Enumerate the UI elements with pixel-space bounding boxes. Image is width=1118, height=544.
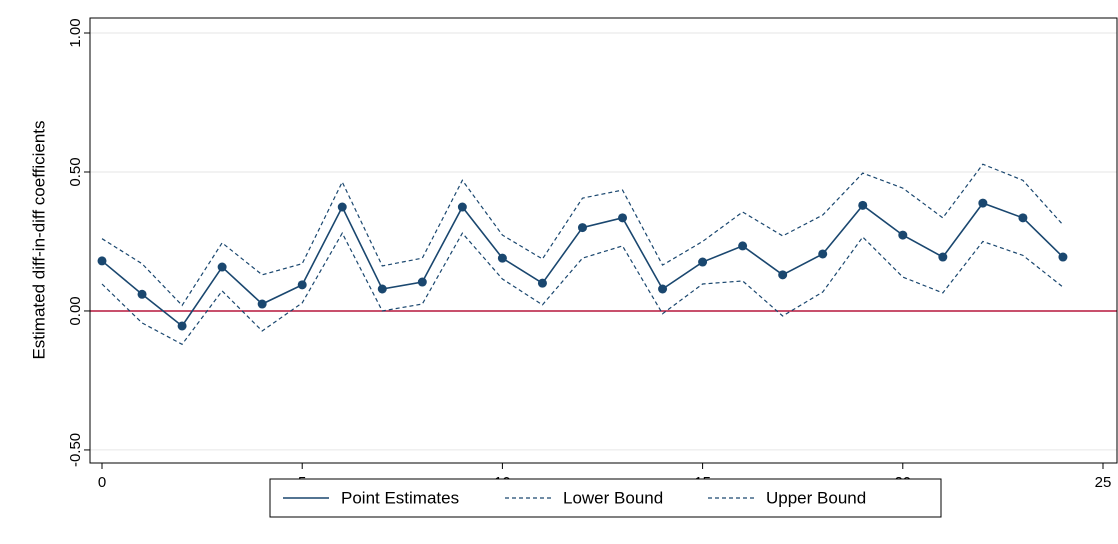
point-marker: [337, 202, 347, 212]
y-tick-label: 0.50: [67, 157, 84, 186]
point-marker: [858, 200, 868, 210]
point-marker: [1058, 252, 1068, 262]
legend-label: Lower Bound: [563, 488, 663, 507]
x-tick-label: 25: [1095, 474, 1112, 491]
x-tick-label: 0: [98, 474, 106, 491]
point-marker: [297, 280, 307, 290]
point-marker: [658, 284, 668, 294]
legend-label: Upper Bound: [766, 488, 866, 507]
series-line: [101, 163, 1064, 307]
point-marker: [217, 262, 227, 272]
point-marker: [577, 223, 587, 233]
legend-label: Point Estimates: [341, 488, 459, 507]
y-axis-title: Estimated diff-in-diff coefficients: [29, 120, 48, 359]
point-marker: [417, 277, 427, 287]
point-marker: [1018, 213, 1028, 223]
point-marker: [257, 299, 267, 309]
point-marker: [698, 257, 708, 267]
point-marker: [778, 270, 788, 280]
y-tick-label: 1.00: [67, 18, 84, 47]
point-marker: [898, 230, 908, 240]
point-marker: [177, 321, 187, 331]
y-tick-label: 0.00: [67, 296, 84, 325]
y-tick-label: -0.50: [67, 433, 84, 467]
point-marker: [457, 202, 467, 212]
series-line: [101, 231, 1064, 346]
point-marker: [978, 198, 988, 208]
legend-box: [269, 478, 942, 518]
point-marker: [497, 253, 507, 263]
point-marker: [618, 213, 628, 223]
point-marker: [938, 252, 948, 262]
point-marker: [97, 256, 107, 266]
point-marker: [537, 278, 547, 288]
point-marker: [738, 241, 748, 251]
plot-frame: [89, 17, 1118, 464]
point-marker: [377, 284, 387, 294]
point-marker: [818, 249, 828, 259]
point-marker: [137, 289, 147, 299]
